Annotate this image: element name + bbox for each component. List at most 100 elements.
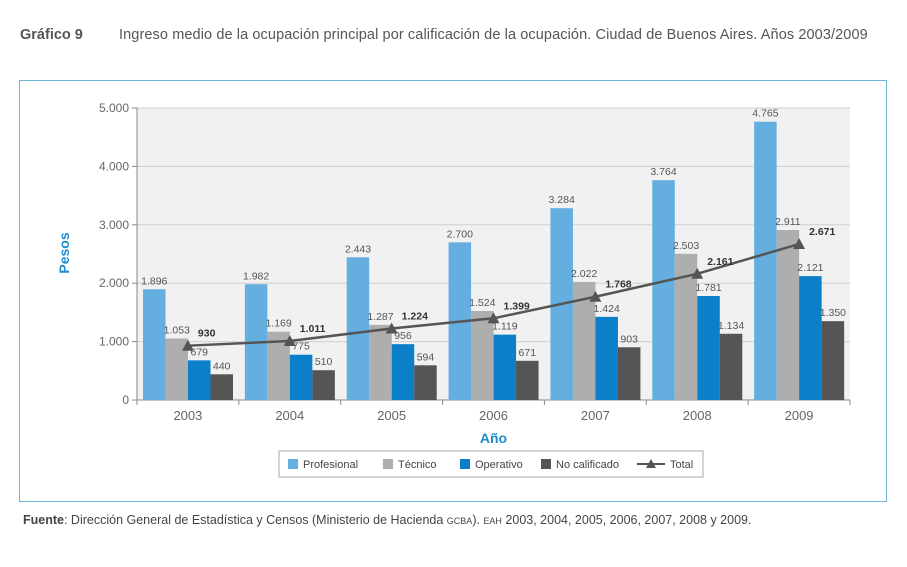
- y-tick-label: 0: [122, 393, 129, 407]
- data-label-tecnico: 2.911: [775, 216, 801, 228]
- bar-profesional: [143, 289, 166, 400]
- legend-label-no_calificado: No calificado: [556, 459, 619, 471]
- bar-no_calificado: [312, 370, 335, 400]
- total-marker: [589, 290, 602, 302]
- data-label-operativo: 1.781: [695, 282, 721, 294]
- y-tick-label: 2.000: [99, 276, 129, 290]
- legend-marker-total: [646, 459, 656, 468]
- legend-swatch-no_calificado: [541, 459, 551, 469]
- bar-operativo: [391, 344, 415, 400]
- bar-tecnico: [572, 281, 596, 400]
- bar-profesional: [346, 257, 370, 400]
- data-label-operativo: 1.424: [594, 303, 620, 315]
- data-label-total: 1.399: [504, 300, 530, 312]
- data-label-total: 1.011: [300, 323, 326, 335]
- data-label-tecnico: 1.524: [469, 297, 495, 309]
- total-marker: [181, 339, 194, 351]
- data-label-profesional: 2.700: [447, 228, 473, 240]
- x-tick-label: 2006: [479, 408, 508, 423]
- bar-operativo: [289, 354, 313, 400]
- bar-operativo: [493, 334, 517, 400]
- bar-operativo: [595, 316, 618, 400]
- data-label-no_calificado: 594: [417, 351, 435, 363]
- legend-swatch-tecnico: [383, 459, 393, 469]
- x-tick-label: 2005: [377, 408, 406, 423]
- legend-label-tecnico: Técnico: [398, 459, 437, 471]
- total-marker: [691, 267, 704, 279]
- total-marker: [793, 238, 806, 250]
- chart-number-label: Gráfico 9: [20, 27, 83, 43]
- chart-frame: [19, 80, 887, 502]
- y-tick-label: 1.000: [99, 335, 129, 349]
- data-label-tecnico: 1.053: [164, 325, 190, 337]
- legend-label-operativo: Operativo: [475, 459, 523, 471]
- legend-label-profesional: Profesional: [303, 459, 358, 471]
- bar-no_calificado: [617, 347, 641, 400]
- y-tick-label: 5.000: [99, 101, 129, 115]
- data-label-operativo: 1.119: [492, 321, 518, 333]
- bar-tecnico: [776, 229, 800, 400]
- bar-tecnico: [267, 331, 290, 400]
- data-label-profesional: 3.284: [549, 194, 575, 206]
- data-label-profesional: 2.443: [345, 243, 371, 255]
- data-label-no_calificado: 903: [620, 333, 638, 345]
- source-text-before: : Dirección General de Estadística y Cen…: [63, 513, 447, 527]
- bar-no_calificado: [210, 374, 233, 400]
- x-tick-label: 2004: [275, 408, 304, 423]
- data-label-tecnico: 1.287: [367, 311, 393, 323]
- data-label-total: 2.671: [809, 226, 835, 238]
- data-label-total: 2.161: [707, 256, 733, 268]
- legend-swatch-operativo: [460, 459, 470, 469]
- total-marker: [385, 322, 398, 334]
- data-label-tecnico: 2.022: [571, 268, 597, 280]
- chart-title: Ingreso medio de la ocupación principal …: [119, 27, 868, 43]
- bar-operativo: [697, 295, 720, 400]
- bar-no_calificado: [414, 365, 437, 400]
- bar-tecnico: [165, 338, 188, 400]
- data-label-operativo: 2.121: [797, 262, 823, 274]
- bar-operativo: [799, 276, 822, 400]
- total-marker: [283, 334, 296, 346]
- total-marker: [487, 312, 500, 324]
- data-label-total: 1.224: [402, 311, 428, 323]
- legend-box: [278, 450, 704, 478]
- x-tick-label: 2008: [683, 408, 712, 423]
- bar-operativo: [188, 360, 211, 400]
- source-text-mid: ).: [472, 513, 484, 527]
- data-label-profesional: 1.982: [243, 270, 269, 282]
- data-label-total: 930: [198, 328, 216, 340]
- data-label-no_calificado: 1.350: [820, 307, 846, 319]
- bar-tecnico: [471, 310, 494, 400]
- source-note: Fuente: Dirección General de Estadística…: [23, 513, 751, 527]
- y-axis-title: Pesos: [56, 232, 72, 273]
- data-label-tecnico: 2.503: [673, 240, 699, 252]
- source-label: Fuente: [23, 513, 64, 527]
- data-label-profesional: 3.764: [650, 166, 676, 178]
- data-label-operativo: 956: [394, 330, 412, 342]
- bar-profesional: [652, 180, 675, 400]
- data-label-profesional: 1.896: [141, 275, 167, 287]
- data-label-total: 1.768: [605, 279, 631, 291]
- source-eah: EAH: [483, 516, 502, 526]
- legend-swatch-profesional: [288, 459, 298, 469]
- data-label-no_calificado: 440: [213, 360, 231, 372]
- x-tick-label: 2003: [173, 408, 202, 423]
- data-label-operativo: 679: [190, 346, 208, 358]
- bar-no_calificado: [821, 321, 845, 400]
- y-tick-label: 3.000: [99, 218, 129, 232]
- source-gcba: GCBA: [446, 516, 473, 526]
- data-label-no_calificado: 671: [519, 347, 537, 359]
- data-label-profesional: 4.765: [752, 108, 778, 120]
- x-tick-label: 2007: [581, 408, 610, 423]
- source-text-after: 2003, 2004, 2005, 2006, 2007, 2008 y 200…: [501, 513, 752, 527]
- x-tick-label: 2009: [785, 408, 814, 423]
- data-label-tecnico: 1.169: [265, 318, 291, 330]
- bar-profesional: [754, 121, 777, 400]
- bar-no_calificado: [516, 360, 539, 400]
- data-label-no_calificado: 1.134: [718, 320, 744, 332]
- data-label-no_calificado: 510: [315, 356, 333, 368]
- data-label-operativo: 775: [292, 341, 310, 353]
- y-tick-label: 4.000: [99, 159, 129, 173]
- x-axis-title: Año: [480, 430, 507, 446]
